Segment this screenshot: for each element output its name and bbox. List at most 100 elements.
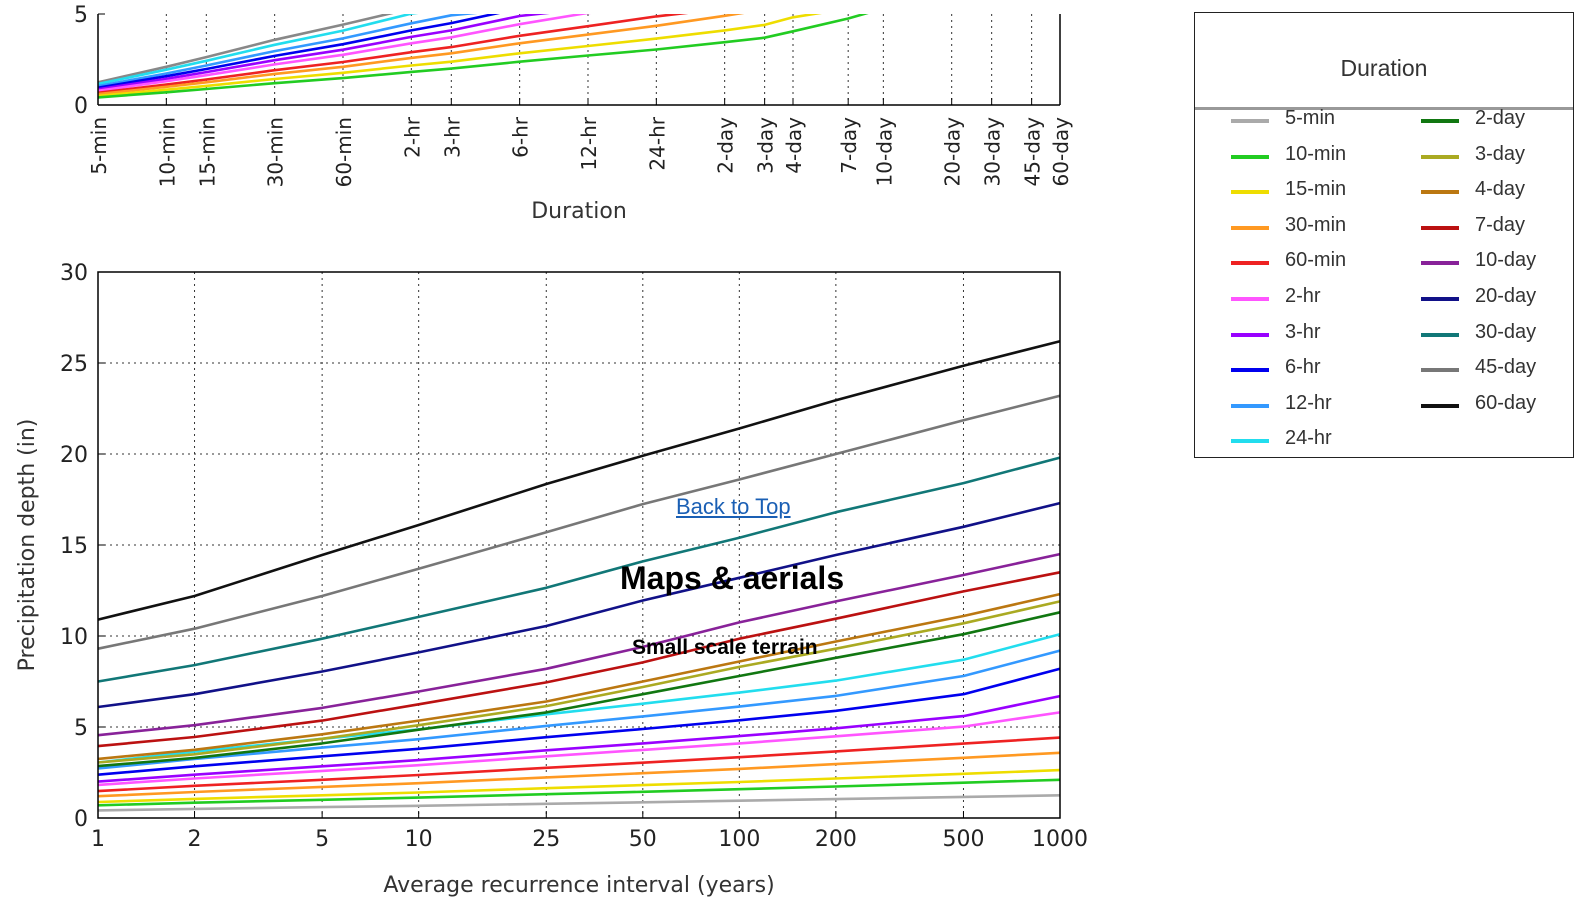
legend-swatch <box>1421 297 1459 301</box>
bottom-y-tick-label: 5 <box>74 716 88 741</box>
top-series-line <box>98 14 419 86</box>
series-line-60-day <box>97 339 1061 621</box>
top-series-line <box>98 14 592 93</box>
top-x-tick-label: 6-hr <box>509 116 533 158</box>
legend-swatch <box>1231 261 1269 266</box>
top-x-axis-label: Duration <box>531 199 627 224</box>
top-x-tick-label: 2-hr <box>400 116 424 158</box>
series-line-10-day <box>97 552 1061 737</box>
series-line-3-hr <box>97 694 1061 783</box>
bottom-series-group <box>97 339 1061 812</box>
series-line-15-min <box>97 768 1061 804</box>
series-line-24-hr <box>97 632 1061 764</box>
legend-title: Duration <box>1340 55 1428 81</box>
maps-aerials-heading: Maps & aerials <box>620 560 845 596</box>
top-x-tick-label: 24-hr <box>645 116 669 170</box>
top-x-tick-label: 10-day <box>872 117 896 187</box>
series-line-7-day <box>97 571 1061 748</box>
legend-label: 6-hr <box>1285 356 1321 379</box>
series-line-45-day <box>97 394 1061 650</box>
legend-swatch <box>1231 403 1269 408</box>
legend-label: 60-day <box>1475 391 1537 414</box>
legend-swatch <box>1421 190 1459 195</box>
legend-label: 5-min <box>1285 107 1336 129</box>
top-chart: 5-min 10-min 15-min 30-min 60-min 2-hr 3-hr 6-h… <box>74 3 1073 224</box>
legend-swatch <box>1421 403 1459 408</box>
bottom-y-tick-label: 10 <box>60 625 88 650</box>
legend-label: 24-hr <box>1285 427 1332 450</box>
top-series-line <box>98 14 745 96</box>
top-x-tick-label: 4-day <box>782 117 806 174</box>
bottom-x-tick-label: 2 <box>188 827 202 852</box>
bottom-y-tick-label: 30 <box>60 261 88 286</box>
legend-label: 30-day <box>1475 320 1537 343</box>
legend-label: 3-hr <box>1285 320 1321 343</box>
legend-swatch <box>1231 368 1269 373</box>
legend-swatch <box>1421 119 1459 123</box>
bottom-plot-frame <box>97 271 1061 819</box>
bottom-y-axis-label: Precipitation depth (in) <box>15 419 40 672</box>
duration-legend: Duration 5-min 10-min 15-min 30-min 60-min 2-… <box>1194 12 1574 458</box>
bottom-x-tick-label: 1 <box>91 827 105 852</box>
top-series-line <box>98 14 869 99</box>
legend-label: 2-hr <box>1285 285 1321 307</box>
bottom-x-tick-label: 50 <box>629 827 657 852</box>
series-line-30-day <box>97 456 1061 683</box>
series-line-6-hr <box>97 667 1061 776</box>
legend-swatch <box>1231 332 1269 337</box>
legend-label: 10-min <box>1285 142 1347 165</box>
legend-label: 2-day <box>1475 107 1526 129</box>
top-series-line <box>98 14 394 84</box>
bottom-y-tick-label: 25 <box>60 352 88 377</box>
legend-swatch <box>1231 297 1269 301</box>
legend-label: 45-day <box>1475 356 1537 379</box>
top-x-tick-label: 45-day <box>1021 117 1045 187</box>
top-x-tick-label: 10-min <box>155 117 179 187</box>
top-x-tick-label: 2-day <box>714 117 738 174</box>
legend-swatch <box>1231 119 1269 123</box>
top-series-line <box>98 14 501 89</box>
legend-label: 7-day <box>1475 213 1526 236</box>
legend-divider <box>1195 107 1573 110</box>
legend-label: 60-min <box>1285 249 1347 272</box>
top-y-tick-label: 0 <box>74 94 88 119</box>
top-series-line <box>98 14 550 91</box>
legend-label: 4-day <box>1475 178 1526 201</box>
bottom-x-tick-label: 10 <box>405 827 433 852</box>
series-line-12-hr <box>97 649 1061 770</box>
series-line-60-min <box>97 736 1061 793</box>
legend-swatch <box>1231 154 1269 159</box>
top-x-tick-label: 7-day <box>837 117 861 174</box>
top-x-tick-label: 60-day <box>1049 117 1073 187</box>
series-line-2-day <box>97 611 1061 768</box>
series-line-20-day <box>97 501 1061 709</box>
series-line-4-day <box>97 592 1061 761</box>
legend-label: 30-min <box>1285 213 1347 236</box>
series-line-3-day <box>97 600 1061 764</box>
legend-swatch <box>1421 332 1459 337</box>
small-scale-terrain-heading: Small scale terrain <box>632 636 818 659</box>
back-to-top-link[interactable]: Back to Top <box>676 494 791 519</box>
top-series-line <box>98 14 822 98</box>
series-line-30-min <box>97 751 1061 798</box>
top-series-line <box>98 14 689 95</box>
bottom-x-tick-label: 200 <box>815 827 857 852</box>
legend-swatch <box>1421 261 1459 266</box>
series-line-2-hr <box>97 711 1061 787</box>
bottom-x-tick-label: 1000 <box>1032 827 1088 852</box>
legend-swatch <box>1231 190 1269 195</box>
bottom-y-tick-label: 15 <box>60 534 88 559</box>
legend-label: 10-day <box>1475 249 1537 272</box>
bottom-x-tick-label: 25 <box>532 827 560 852</box>
bottom-y-tick-label: 0 <box>74 807 88 832</box>
top-x-tick-label: 20-day <box>941 117 965 187</box>
bottom-x-tick-label: 500 <box>942 827 984 852</box>
top-x-tick-label: 3-hr <box>440 116 464 158</box>
legend-swatch <box>1421 154 1459 159</box>
legend-swatch <box>1421 368 1459 373</box>
legend-label: 20-day <box>1475 285 1537 307</box>
top-x-tick-label: 30-day <box>981 117 1005 187</box>
series-line-10-min <box>97 778 1061 807</box>
legend-swatch <box>1421 225 1459 230</box>
